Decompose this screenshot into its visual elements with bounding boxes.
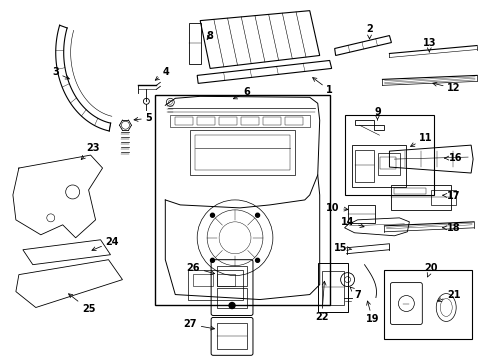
Text: 21: 21 [437,289,460,302]
Bar [155,95,329,305]
Bar [394,188,426,194]
Circle shape [210,213,214,217]
Text: 23: 23 [81,143,99,159]
Text: 19: 19 [365,301,379,324]
Text: 6: 6 [233,87,250,99]
Text: 10: 10 [325,203,347,213]
Bar [347,205,375,223]
Text: 25: 25 [68,294,95,315]
Text: 12: 12 [432,82,460,93]
Bar [354,150,374,182]
Bar [170,115,309,127]
Text: 24: 24 [92,237,119,251]
Bar [217,266,246,285]
Bar [188,270,243,300]
Bar [241,117,259,125]
Text: 26: 26 [186,263,214,274]
Bar [430,190,455,205]
Bar [217,288,246,307]
Text: 16: 16 [444,153,462,163]
Circle shape [255,258,259,262]
Text: 18: 18 [442,223,460,233]
Bar [344,115,433,195]
Bar [285,117,302,125]
Text: 20: 20 [424,263,437,277]
Circle shape [210,258,214,262]
Bar [193,274,213,285]
Text: 15: 15 [333,243,351,253]
Bar [384,270,471,339]
Bar [195,135,289,170]
Text: 17: 17 [442,191,460,201]
Bar [317,263,347,312]
Bar [321,271,343,305]
Text: 7: 7 [349,287,361,300]
Bar [378,153,400,175]
Text: 22: 22 [314,281,328,323]
Text: 27: 27 [183,319,214,330]
Bar [380,157,396,169]
Bar [219,117,237,125]
Text: 3: 3 [52,67,69,79]
Text: 2: 2 [366,24,372,39]
Bar [217,274,235,285]
Bar [189,23,201,64]
Text: 5: 5 [134,113,152,123]
Text: 13: 13 [422,37,435,52]
Text: 14: 14 [340,217,363,228]
Text: 8: 8 [206,31,213,41]
Bar [175,117,193,125]
Bar [263,117,280,125]
Bar [217,323,246,349]
Text: 4: 4 [155,67,169,80]
Text: 1: 1 [312,78,332,95]
Circle shape [228,302,235,309]
Bar [190,130,294,175]
Text: 9: 9 [373,107,380,120]
Bar [390,185,450,210]
Bar [197,117,215,125]
Circle shape [255,213,259,217]
Text: 11: 11 [410,133,432,147]
Bar [351,145,406,187]
